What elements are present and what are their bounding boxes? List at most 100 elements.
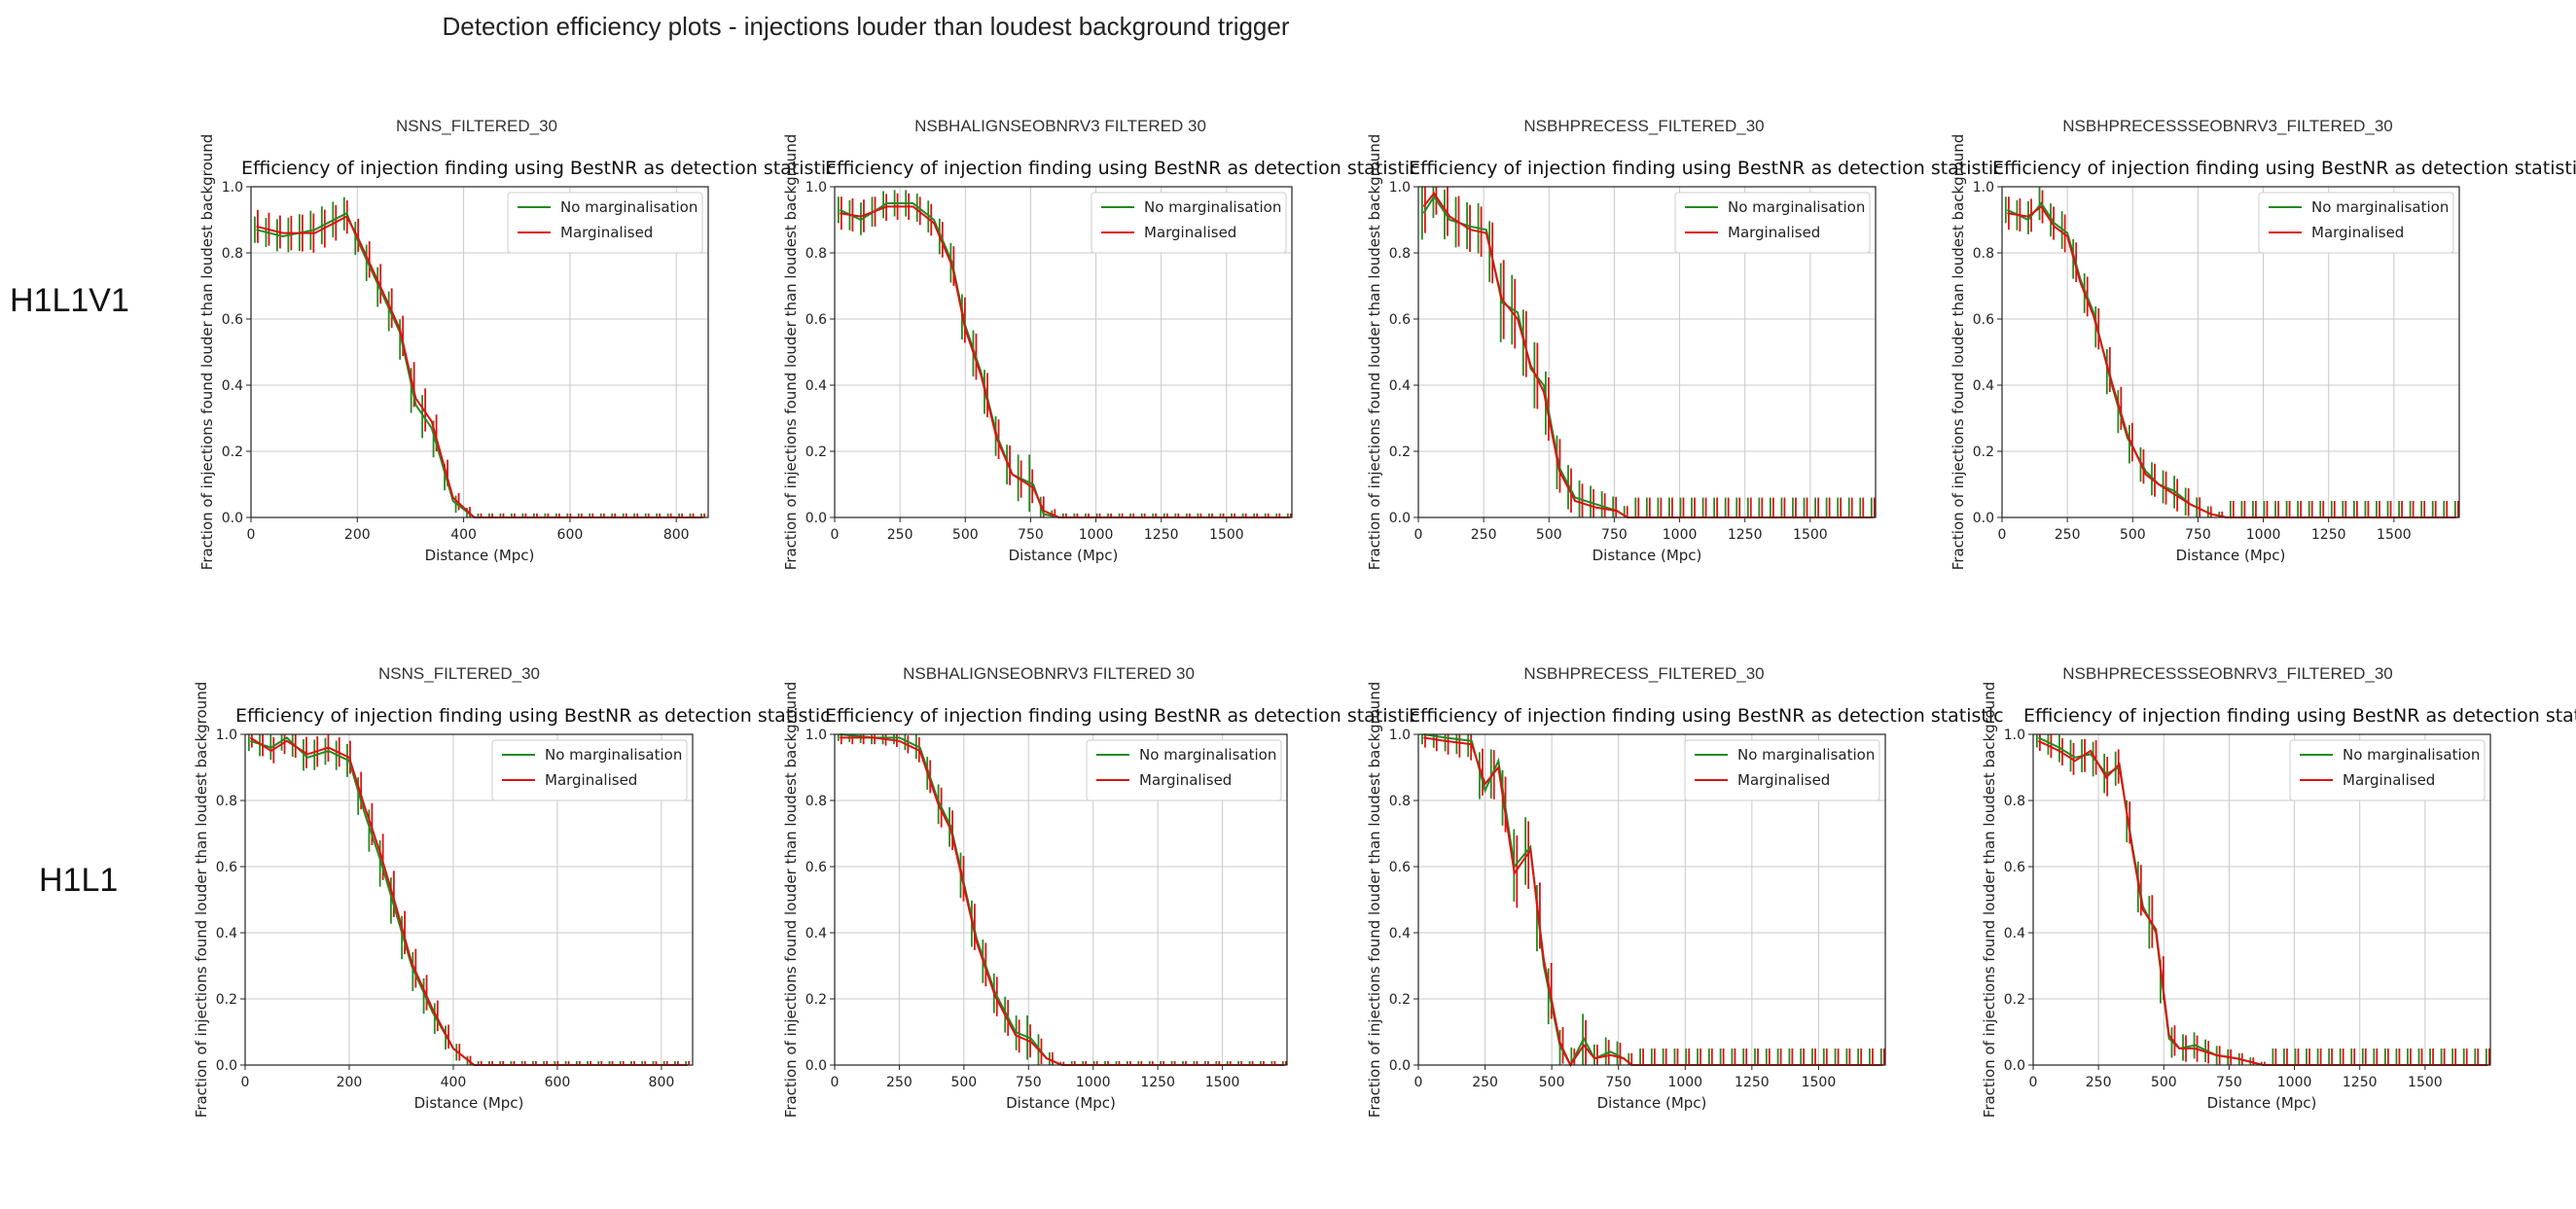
y-tick-label: 0.6 bbox=[1973, 312, 1994, 328]
y-axis-label: Fraction of injections found louder than… bbox=[1950, 134, 1967, 570]
y-tick-label: 0.4 bbox=[2004, 926, 2025, 942]
x-tick-label: 1250 bbox=[2343, 1075, 2378, 1090]
y-tick-label: 0.6 bbox=[216, 860, 237, 875]
x-tick-label: 250 bbox=[886, 1075, 912, 1090]
legend-label: Marginalised bbox=[1144, 224, 1236, 241]
plot-frame bbox=[1417, 186, 1877, 518]
legend-label: Marginalised bbox=[2311, 224, 2404, 241]
panel-title: NSNS_FILTERED_30 bbox=[378, 664, 540, 683]
legend-label: Marginalised bbox=[560, 224, 653, 241]
x-tick-label: 250 bbox=[2055, 527, 2081, 543]
x-tick-label: 1250 bbox=[1140, 1075, 1175, 1090]
y-tick-label: 0.8 bbox=[222, 246, 243, 262]
panel-title: NSBHALIGNSEOBNRV3 FILTERED 30 bbox=[914, 117, 1206, 135]
y-tick-label: 0.4 bbox=[216, 926, 237, 942]
legend-box bbox=[1684, 739, 1880, 801]
x-tick-label: 1250 bbox=[2311, 527, 2346, 543]
plot-frame bbox=[2032, 733, 2491, 1066]
x-tick-label: 0 bbox=[1414, 527, 1423, 543]
chart-panel: NSBHPRECESS_FILTERED_30 Efficiency of inj… bbox=[1352, 664, 2004, 1209]
y-tick-label: 0.0 bbox=[1973, 511, 1994, 526]
y-tick-label: 0.0 bbox=[222, 511, 243, 526]
x-tick-label: 0 bbox=[2029, 1075, 2038, 1090]
legend-box bbox=[1674, 192, 1871, 254]
legend-label: No marginalisation bbox=[2311, 198, 2449, 216]
efficiency-plot: 0 200 400 600 800 0.0 0.2 0.4 0.6 0.8 1.0 No margin… bbox=[193, 682, 694, 1118]
axes-title: Efficiency of injection finding using Be… bbox=[825, 705, 1420, 727]
axes-title: Efficiency of injection finding using Be… bbox=[1992, 158, 2576, 179]
y-tick-label: 1.0 bbox=[805, 180, 827, 196]
x-axis-label: Distance (Mpc) bbox=[1597, 1094, 1707, 1112]
y-tick-label: 0.8 bbox=[1389, 794, 1411, 809]
x-tick-label: 750 bbox=[1016, 1075, 1042, 1090]
x-tick-label: 250 bbox=[2086, 1075, 2112, 1090]
efficiency-plot: 0 250 500 750 1000 1250 1500 0.0 0.2 0.4 0.6 0.8 1.0… bbox=[1950, 134, 2460, 570]
y-tick-label: 0.4 bbox=[805, 926, 827, 942]
x-axis-label: Distance (Mpc) bbox=[2176, 547, 2286, 564]
series-line-marginalised bbox=[1422, 192, 1874, 518]
y-tick-label: 0.2 bbox=[805, 444, 827, 460]
plot-frame bbox=[2001, 186, 2460, 518]
series-line-marginalised bbox=[840, 736, 1285, 1066]
x-tick-label: 600 bbox=[557, 527, 584, 543]
y-tick-label: 0.8 bbox=[216, 794, 237, 809]
x-tick-label: 1500 bbox=[2377, 527, 2412, 543]
x-tick-label: 1250 bbox=[1735, 1075, 1770, 1090]
y-axis-label: Fraction of injections found louder than… bbox=[782, 682, 800, 1118]
x-tick-label: 0 bbox=[241, 1075, 250, 1090]
chart-panel: NSBHALIGNSEOBNRV3 FILTERED 30 Efficiency … bbox=[769, 117, 1420, 661]
row-label-h1l1v1: H1L1V1 bbox=[10, 282, 129, 319]
y-tick-label: 0.0 bbox=[2004, 1058, 2025, 1074]
efficiency-plot: 0 250 500 750 1000 1250 1500 0.0 0.2 0.4 0.6 0.8 1.0… bbox=[1981, 682, 2491, 1118]
y-tick-label: 0.4 bbox=[1389, 926, 1411, 942]
legend-box bbox=[2289, 739, 2486, 801]
axes-title: Efficiency of injection finding using Be… bbox=[1409, 158, 2004, 179]
x-tick-label: 1500 bbox=[1793, 527, 1828, 543]
series-line-no-marginalisation bbox=[256, 211, 703, 518]
chart-panel: NSNS_FILTERED_30 Efficiency of injection … bbox=[185, 117, 837, 661]
y-axis-label: Fraction of injections found louder than… bbox=[1366, 134, 1383, 570]
x-tick-label: 250 bbox=[1472, 1075, 1498, 1090]
y-tick-label: 0.6 bbox=[805, 860, 827, 875]
y-tick-label: 0.2 bbox=[2004, 992, 2025, 1008]
axes-title: Efficiency of injection finding using Be… bbox=[825, 158, 1420, 179]
x-tick-label: 1000 bbox=[1667, 1075, 1702, 1090]
legend-label: No marginalisation bbox=[1728, 198, 1865, 216]
y-tick-label: 1.0 bbox=[222, 180, 243, 196]
y-tick-label: 0.8 bbox=[1973, 246, 1994, 262]
x-tick-label: 1000 bbox=[2246, 527, 2281, 543]
efficiency-plot: 0 200 400 600 800 0.0 0.2 0.4 0.6 0.8 1.0 No margin… bbox=[198, 134, 709, 570]
legend-box bbox=[2258, 192, 2454, 254]
efficiency-plot: 0 250 500 750 1000 1250 1500 0.0 0.2 0.4 0.6 0.8 1.0… bbox=[1366, 682, 1886, 1118]
legend-label: No marginalisation bbox=[545, 746, 682, 764]
panel-title: NSBHPRECESSSEOBNRV3_FILTERED_30 bbox=[2062, 117, 2393, 135]
y-tick-label: 0.0 bbox=[216, 1058, 237, 1074]
x-tick-label: 500 bbox=[1536, 527, 1562, 543]
x-tick-label: 750 bbox=[1601, 527, 1628, 543]
x-tick-label: 0 bbox=[831, 1075, 840, 1090]
y-axis-label: Fraction of injections found louder than… bbox=[782, 134, 800, 570]
x-tick-label: 1500 bbox=[1802, 1075, 1837, 1090]
legend-label: Marginalised bbox=[1737, 771, 1830, 789]
x-tick-label: 750 bbox=[1018, 527, 1044, 543]
axes-title: Efficiency of injection finding using Be… bbox=[2023, 705, 2576, 727]
plot-frame bbox=[250, 186, 709, 518]
x-tick-label: 750 bbox=[2216, 1075, 2242, 1090]
y-tick-label: 0.6 bbox=[1389, 860, 1411, 875]
y-tick-label: 0.4 bbox=[1973, 378, 1994, 394]
efficiency-plot: 0 250 500 750 1000 1250 1500 0.0 0.2 0.4 0.6 0.8 1.0… bbox=[782, 682, 1288, 1118]
x-tick-label: 1000 bbox=[1079, 527, 1114, 543]
x-tick-label: 600 bbox=[545, 1075, 571, 1090]
chart-panel: NSBHPRECESS_FILTERED_30 Efficiency of inj… bbox=[1352, 117, 2004, 661]
legend-label: No marginalisation bbox=[1737, 746, 1875, 764]
legend-label: No marginalisation bbox=[560, 198, 698, 216]
plot-frame bbox=[834, 733, 1288, 1066]
x-axis-label: Distance (Mpc) bbox=[414, 1094, 524, 1112]
y-axis-label: Fraction of injections found louder than… bbox=[1366, 682, 1383, 1118]
y-tick-label: 0.0 bbox=[1389, 1058, 1411, 1074]
legend-label: No marginalisation bbox=[1139, 746, 1276, 764]
series-line-marginalised bbox=[249, 736, 688, 1066]
x-tick-label: 800 bbox=[649, 1075, 675, 1090]
chart-panel: NSBHPRECESSSEOBNRV3_FILTERED_30 Efficienc… bbox=[1936, 117, 2576, 661]
y-tick-label: 0.6 bbox=[222, 312, 243, 328]
